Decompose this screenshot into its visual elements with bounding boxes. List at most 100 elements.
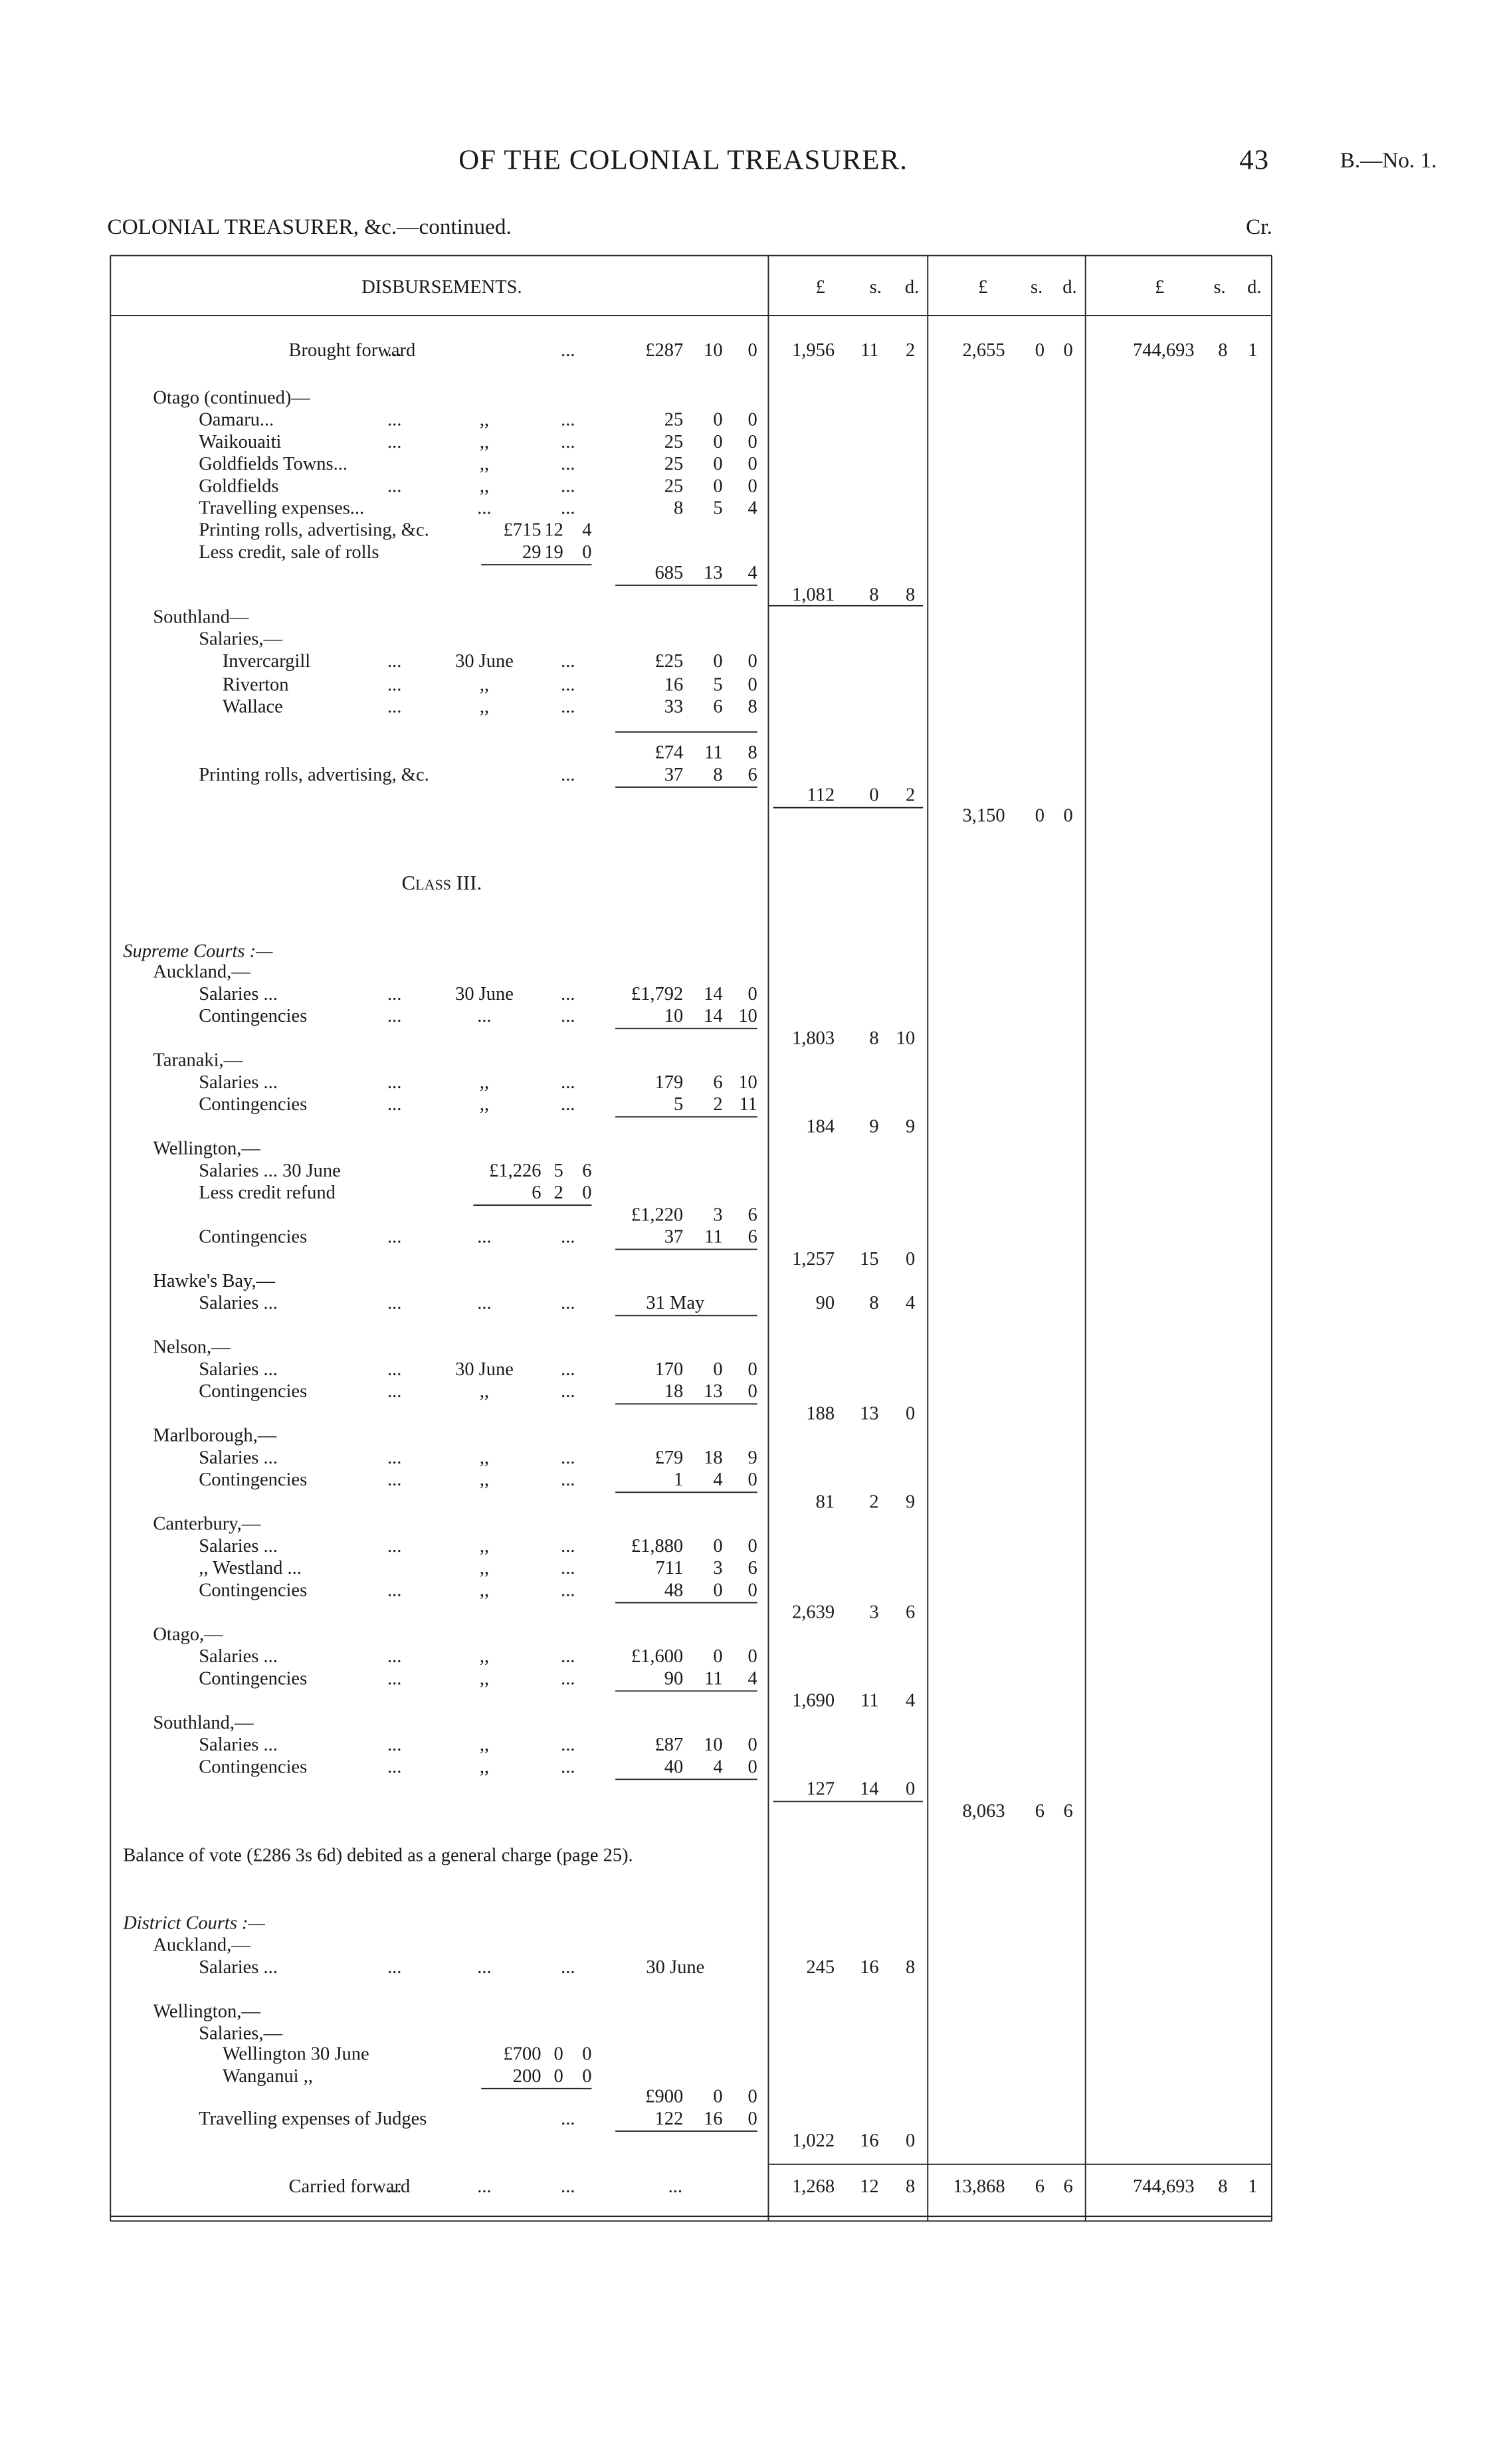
amount-c1: 11 xyxy=(860,1691,878,1711)
amount-sub: 13 xyxy=(704,563,722,583)
leader: ... xyxy=(387,1359,401,1380)
leader: ,, xyxy=(480,432,489,452)
leader: 30 June xyxy=(455,1359,514,1380)
leader: ... xyxy=(561,1381,575,1402)
row-label: Contingencies xyxy=(199,1668,307,1689)
leader: ,, xyxy=(480,1580,489,1600)
amount-sub: 11 xyxy=(704,1668,722,1689)
amount-inner: 29 xyxy=(522,542,541,563)
row-label: Wellington 30 June xyxy=(223,2044,369,2065)
leader: ... xyxy=(387,2176,401,2197)
amount-sub: 11 xyxy=(704,1227,722,1248)
leader: ... xyxy=(561,1668,575,1689)
leader: ... xyxy=(387,1957,401,1978)
amount-sub: 6 xyxy=(748,1204,757,1225)
amount-c1: 1,268 xyxy=(792,2176,835,2197)
amount-sub: 3 xyxy=(713,1204,722,1225)
credit-label: Cr. xyxy=(1246,215,1272,239)
amount-c1: 4 xyxy=(906,1293,915,1313)
amount-sub: 0 xyxy=(748,2087,757,2107)
amount-sub: 0 xyxy=(713,454,722,474)
leader: ... xyxy=(387,674,401,695)
leader: ... xyxy=(561,1227,575,1248)
amount-c1: 1,022 xyxy=(792,2131,835,2151)
amount-sub: 14 xyxy=(704,984,722,1004)
amount-sub: 6 xyxy=(713,697,722,717)
amount-c1: 1,803 xyxy=(792,1028,835,1048)
leader: 30 June xyxy=(455,984,514,1004)
amount-c1: 8 xyxy=(906,2176,915,2197)
row-label: Wallace xyxy=(223,697,283,717)
amount-c1: 0 xyxy=(906,1403,915,1424)
amount-c2: 13,868 xyxy=(953,2176,1005,2197)
row-label: Printing rolls, advertising, &c. xyxy=(199,765,429,785)
leader: ,, xyxy=(480,1469,489,1490)
amount-c1: 8 xyxy=(906,585,915,605)
row-label: Oamaru... xyxy=(199,410,274,430)
amount-sub: 0 xyxy=(713,1536,722,1557)
amount-sub: 0 xyxy=(748,432,757,452)
amount-sub: £900 xyxy=(645,2087,683,2107)
leader: ... xyxy=(561,1448,575,1468)
row-label: Brought forward xyxy=(289,340,416,361)
leader: ... xyxy=(387,1735,401,1755)
amount-sub: 16 xyxy=(704,2109,722,2129)
amount-sub: 0 xyxy=(713,432,722,452)
row-label: Nelson,— xyxy=(153,1337,231,1358)
amount-sub: 25 xyxy=(664,476,683,496)
amount-sub: 18 xyxy=(664,1381,683,1402)
amount-sub: 6 xyxy=(748,1558,757,1578)
amount-c1: 2 xyxy=(869,1491,878,1512)
amount-sub: 0 xyxy=(748,2109,757,2129)
row-label: Printing rolls, advertising, &c. xyxy=(199,520,429,541)
amount-sub: 1 xyxy=(674,1469,683,1490)
amount-sub: 48 xyxy=(664,1580,683,1600)
row-label: Less credit, sale of rolls xyxy=(199,542,379,563)
leader: ... xyxy=(561,1646,575,1667)
amount-sub: 0 xyxy=(713,1359,722,1380)
row-label: Salaries ... xyxy=(199,1735,278,1755)
unit-header: £ xyxy=(978,277,987,298)
row-label: Supreme Courts :— xyxy=(123,941,273,962)
amount-sub: 0 xyxy=(748,1469,757,1490)
unit-header: £ xyxy=(1155,277,1164,298)
leader: ... xyxy=(561,1536,575,1557)
amount-inner: 200 xyxy=(513,2066,542,2087)
amount-c1: 112 xyxy=(807,785,835,806)
leader: ,, xyxy=(480,410,489,430)
amount-sub: 8 xyxy=(713,765,722,785)
leader: ... xyxy=(387,1072,401,1093)
amount-sub: 37 xyxy=(664,765,683,785)
row-label: Salaries ... 30 June xyxy=(199,1161,341,1181)
leader: ... xyxy=(387,476,401,496)
amount-c2: 0 xyxy=(1063,340,1072,361)
leader: ,, xyxy=(480,1448,489,1468)
row-label: Carried forward xyxy=(289,2176,411,2197)
leader: ... xyxy=(387,410,401,430)
leader: ... xyxy=(561,1735,575,1755)
amount-c1: 9 xyxy=(906,1491,915,1512)
amount-sub: 6 xyxy=(713,1072,722,1093)
amount-sub: 711 xyxy=(656,1558,684,1578)
amount-sub: 685 xyxy=(654,563,683,583)
amount-sub: 8 xyxy=(748,697,757,717)
leader: ... xyxy=(561,476,575,496)
leader: ... xyxy=(387,1646,401,1667)
row-label: ,, Westland ... xyxy=(199,1558,302,1578)
amount-sub: 0 xyxy=(748,1735,757,1755)
amount-sub: 14 xyxy=(704,1006,722,1026)
amount-sub: 2 xyxy=(713,1094,722,1115)
row-date: 30 June xyxy=(646,1957,704,1978)
amount-sub: £79 xyxy=(654,1448,683,1468)
leader: ... xyxy=(477,1227,491,1248)
amount-c1: 9 xyxy=(869,1116,878,1137)
row-label: Contingencies xyxy=(199,1094,307,1115)
row-label: Riverton xyxy=(223,674,289,695)
leader: ,, xyxy=(480,476,489,496)
amount-sub: 8 xyxy=(674,498,683,519)
row-label: Salaries ... xyxy=(199,1293,278,1313)
amount-sub: 0 xyxy=(713,410,722,430)
document-ref: B.—No. 1. xyxy=(1340,148,1437,173)
amount-c1: 1,690 xyxy=(792,1691,835,1711)
